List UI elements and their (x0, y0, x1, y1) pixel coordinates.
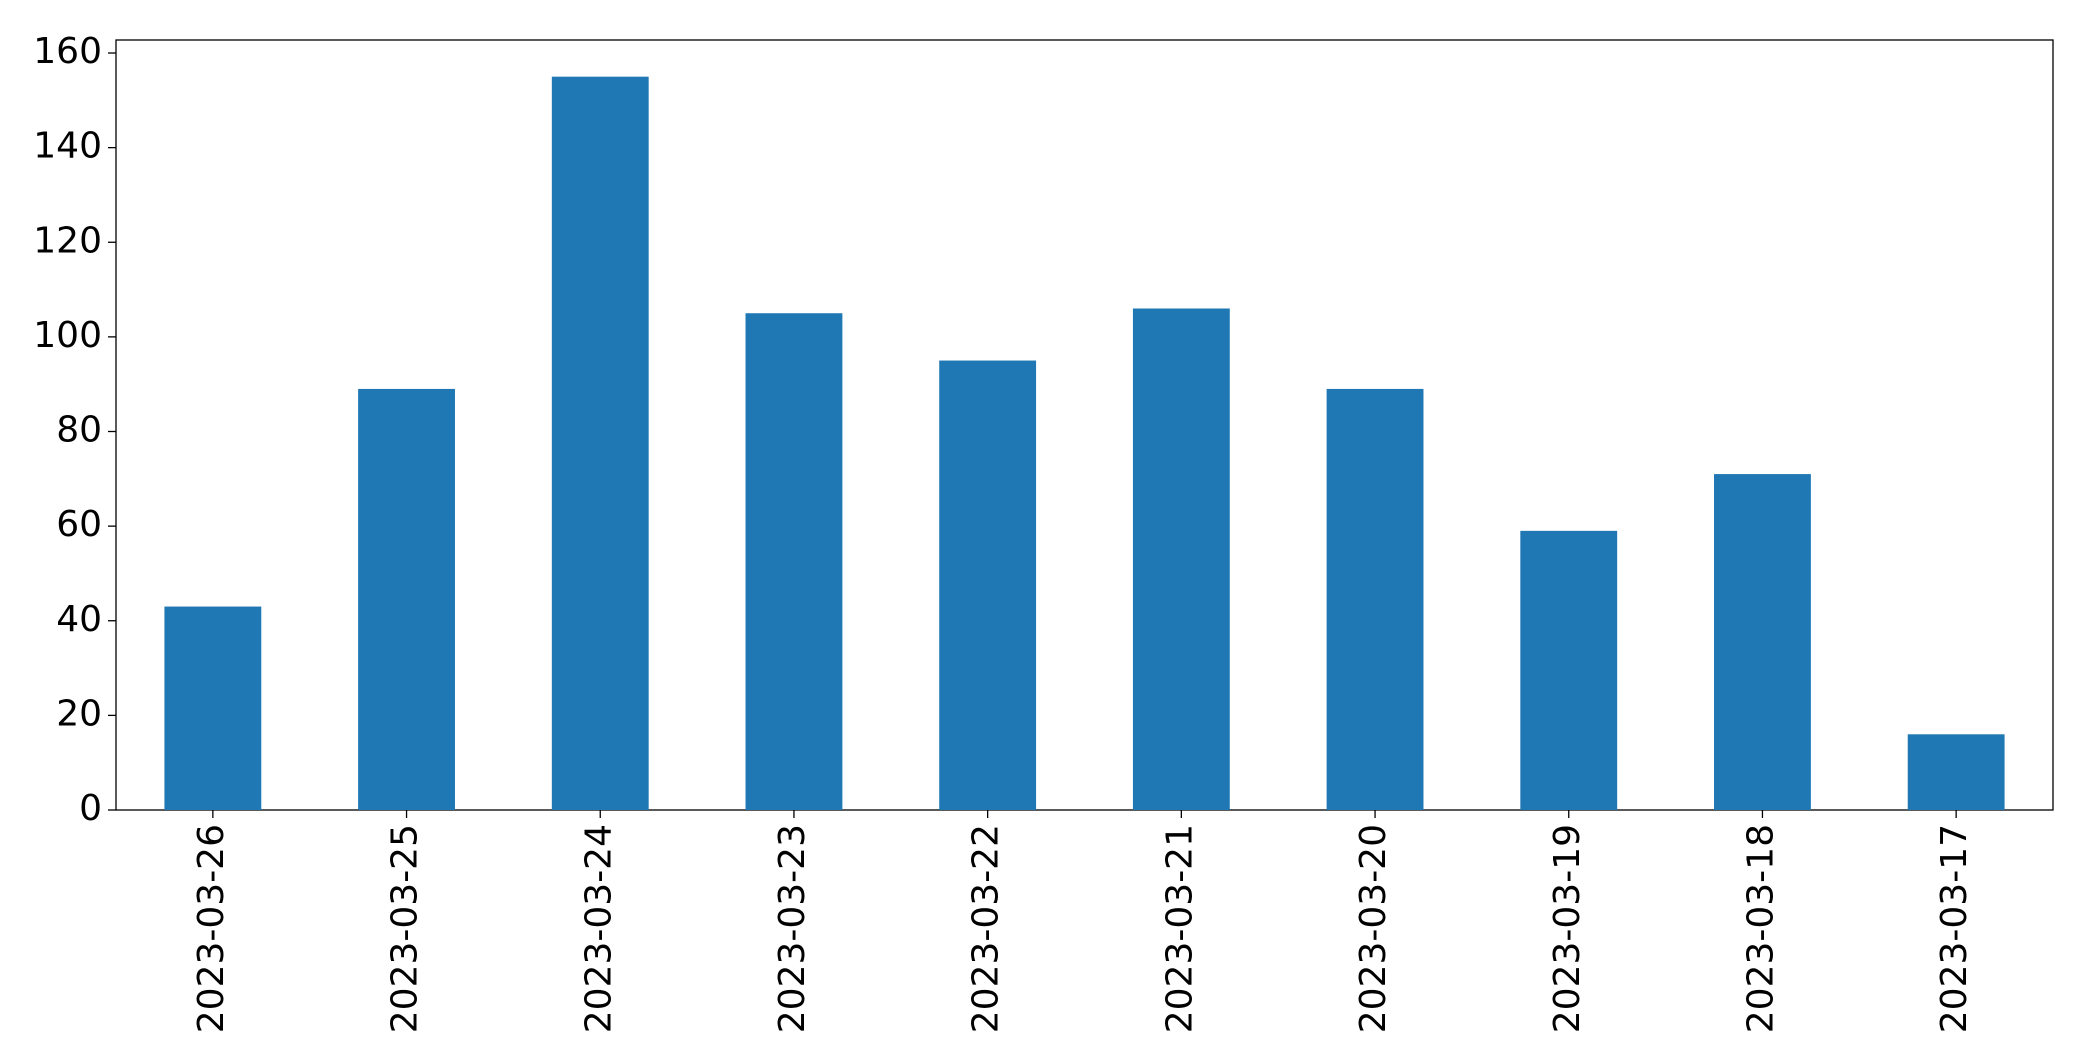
y-tick-label: 40 (56, 599, 102, 640)
x-tick-label: 2023-03-18 (1740, 824, 1781, 1033)
x-tick-label: 2023-03-26 (191, 824, 232, 1033)
y-tick-label: 140 (33, 126, 102, 167)
x-tick-label: 2023-03-17 (1934, 824, 1975, 1033)
bar (745, 313, 843, 810)
x-tick-label: 2023-03-20 (1353, 824, 1394, 1033)
x-tick-label: 2023-03-23 (772, 824, 813, 1033)
y-tick-label: 120 (33, 220, 102, 261)
bar (551, 76, 649, 810)
y-tick-label: 20 (56, 693, 102, 734)
bar (358, 388, 455, 810)
x-tick-label: 2023-03-19 (1547, 824, 1588, 1033)
y-tick-label: 80 (56, 410, 102, 451)
bar (1520, 530, 1618, 810)
bar (1326, 388, 1424, 810)
bar (939, 360, 1037, 810)
y-tick-label: 0 (79, 788, 102, 829)
x-tick-label: 2023-03-22 (966, 824, 1007, 1033)
bar (164, 606, 262, 810)
x-tick-label: 2023-03-24 (578, 824, 619, 1033)
y-tick-label: 160 (33, 31, 102, 72)
plot-frame (115, 39, 2054, 811)
y-tick-label: 60 (56, 504, 102, 545)
bar (1907, 734, 2005, 810)
x-tick-label: 2023-03-25 (385, 824, 426, 1033)
bar (1714, 474, 1811, 810)
y-tick-label: 100 (33, 315, 102, 356)
bar (1132, 308, 1230, 810)
x-tick-label: 2023-03-21 (1159, 824, 1200, 1033)
